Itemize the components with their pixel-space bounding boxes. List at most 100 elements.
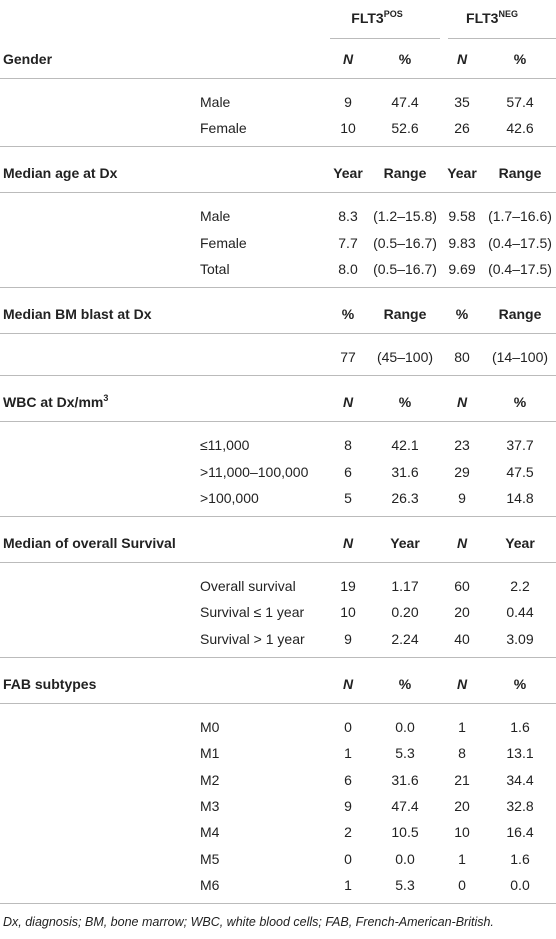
- cell-text: 23: [454, 437, 470, 454]
- rule: [0, 656, 556, 658]
- superscript: POS: [383, 9, 403, 19]
- column-header-text: Year: [447, 165, 477, 182]
- cell: 60: [454, 577, 470, 595]
- row-label-text: Female: [200, 234, 247, 251]
- cell: 8: [458, 744, 466, 762]
- column-header: Range: [384, 164, 427, 182]
- row-label-text: M3: [200, 798, 220, 814]
- cell-text: 8.3: [338, 208, 358, 225]
- column-header: %: [456, 305, 468, 323]
- cell-text: 20: [454, 604, 470, 621]
- cell: 42.6: [506, 119, 533, 137]
- cell-text: 8.0: [338, 261, 358, 278]
- cell-text: (0.4–17.5): [488, 261, 552, 278]
- cell: 8.0: [338, 260, 357, 278]
- row-label: M6: [200, 876, 219, 894]
- section-title: Median age at Dx: [3, 164, 117, 182]
- cell-text: 1.6: [510, 850, 530, 867]
- rule: [0, 375, 556, 377]
- row-label: M1: [200, 744, 219, 762]
- cell: 47.5: [506, 463, 533, 481]
- column-header-text: %: [513, 394, 527, 411]
- cell: 77: [340, 348, 356, 366]
- column-header: %: [399, 393, 411, 411]
- cell: 26.3: [391, 489, 418, 507]
- cell: 80: [454, 348, 470, 366]
- cell-text: 42.6: [506, 120, 534, 137]
- cell-text: 6: [344, 771, 352, 788]
- group-header: FLT3NEG: [466, 9, 518, 27]
- column-header-text: Range: [498, 165, 542, 182]
- cell: 1.6: [510, 850, 529, 868]
- cell: 3.09: [506, 630, 533, 648]
- column-header: %: [514, 50, 526, 68]
- column-header-text: N: [456, 394, 468, 411]
- cell: 10.5: [391, 823, 418, 841]
- rule: [448, 38, 556, 39]
- cell: 0.20: [391, 603, 418, 621]
- cell-text: 5: [344, 490, 352, 506]
- column-header-text: %: [341, 306, 355, 323]
- superscript: 3: [103, 393, 109, 404]
- column-header-text: N: [456, 675, 468, 692]
- cell-text: 8: [458, 745, 466, 762]
- cell-text: (1.7–16.6): [488, 208, 552, 225]
- column-header: N: [457, 534, 467, 552]
- column-header-text: %: [455, 306, 469, 323]
- cell-text: 13.1: [506, 745, 534, 762]
- row-label: M5: [200, 850, 219, 868]
- superscript: NEG: [498, 9, 518, 19]
- cell-text: 16.4: [506, 824, 534, 841]
- cell-text: 8: [344, 437, 352, 454]
- cell-text: 9: [458, 490, 466, 506]
- rule: [0, 702, 556, 704]
- cell-text: 3.09: [506, 630, 534, 647]
- cell-text: 0.44: [506, 604, 534, 621]
- row-label: M3: [200, 797, 219, 815]
- cell: 9: [344, 797, 352, 815]
- rule: [0, 421, 556, 423]
- cell: 35: [454, 93, 470, 111]
- row-label: Female: [200, 119, 247, 137]
- cell: 14.8: [506, 489, 533, 507]
- cell: 31.6: [391, 771, 418, 789]
- column-header-text: Range: [383, 165, 427, 182]
- row-label-text: M1: [200, 745, 220, 762]
- column-header: N: [343, 675, 353, 693]
- cell: 0: [344, 718, 352, 736]
- cell-text: 9: [344, 630, 352, 647]
- group-header-text: FLT3: [466, 10, 499, 26]
- cell: 5.3: [395, 744, 414, 762]
- row-label-text: Survival > 1 year: [200, 630, 305, 647]
- column-header-text: N: [342, 394, 354, 411]
- cell: 1: [344, 744, 352, 762]
- section-title-text: Gender: [3, 51, 53, 67]
- column-header: Year: [505, 534, 535, 552]
- cell: (0.4–17.5): [488, 260, 552, 278]
- cell-text: 6: [344, 463, 352, 480]
- cell-text: 1: [458, 850, 466, 867]
- rule: [0, 146, 556, 148]
- cell: 37.7: [506, 436, 533, 454]
- column-header: Year: [447, 164, 477, 182]
- cell-text: 21: [454, 771, 470, 788]
- cell: 0.0: [395, 718, 414, 736]
- cell-text: (0.5–16.7): [373, 234, 437, 251]
- section-title-text: WBC at Dx/mm: [3, 394, 104, 411]
- column-header-text: Range: [383, 306, 427, 323]
- cell-text: 29: [454, 463, 470, 480]
- cell-text: 34.4: [506, 771, 534, 788]
- row-label-text: Female: [200, 120, 247, 137]
- cell-text: 47.4: [391, 798, 419, 814]
- cell: (0.5–16.7): [373, 234, 437, 252]
- column-header: %: [342, 305, 354, 323]
- cell: 8: [344, 436, 352, 454]
- row-label-text: ≤11,000: [200, 437, 250, 454]
- row-label: Total: [200, 260, 230, 278]
- cell: 1.6: [510, 718, 529, 736]
- column-header-text: %: [513, 51, 527, 67]
- cell: 2.2: [510, 577, 529, 595]
- cell-text: 7.7: [338, 234, 358, 251]
- cell-text: 31.6: [391, 463, 419, 480]
- cell: (0.4–17.5): [488, 234, 552, 252]
